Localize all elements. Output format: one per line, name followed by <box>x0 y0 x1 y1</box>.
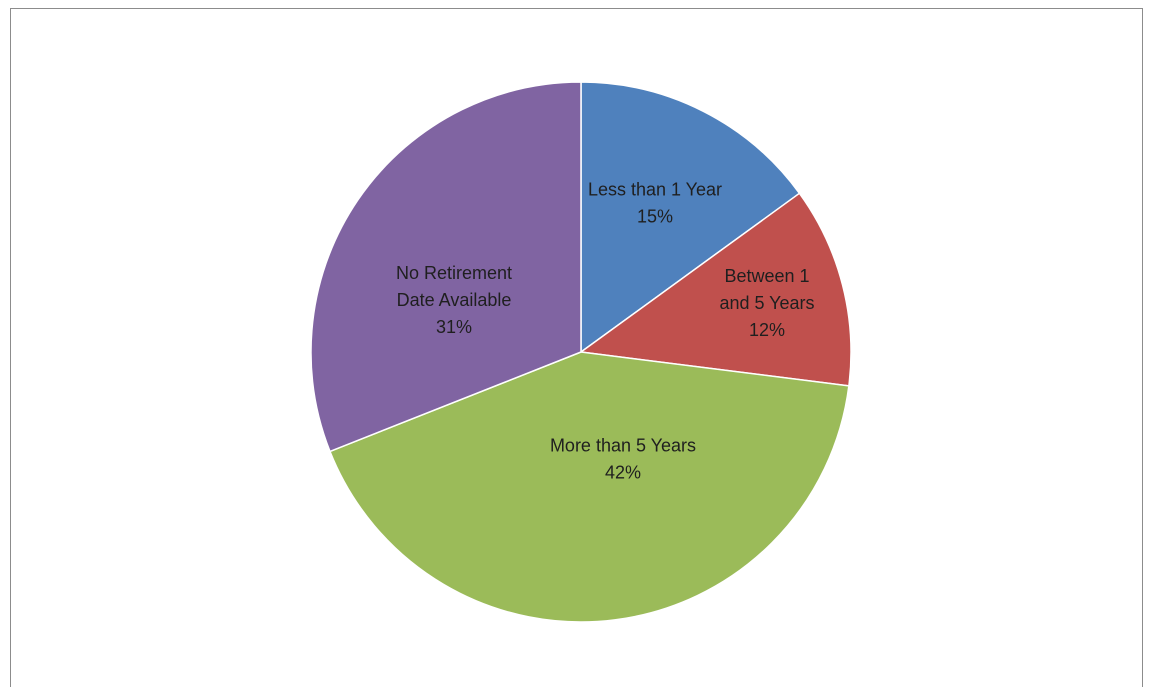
slice-label-less-than-1-year: Less than 1 Year 15% <box>588 180 722 227</box>
slice-label-between-1-and-5-years: Between 1 and 5 Years 12% <box>719 266 814 340</box>
pie-slice-between-1-and-5-years <box>580 192 852 387</box>
slice-label-more-than-5-years: More than 5 Years 42% <box>550 436 696 483</box>
slice-percent-label: 12% <box>749 320 785 340</box>
slice-name-label: No Retirement <box>396 263 512 283</box>
slice-percent-label: 42% <box>605 463 641 483</box>
slice-name-label: Between 1 <box>724 266 809 286</box>
slice-name-label: Date Available <box>397 290 512 310</box>
slice-label-no-retirement-date-available: No Retirement Date Available 31% <box>396 263 512 337</box>
slice-percent-label: 31% <box>436 317 472 337</box>
pie-slice-less-than-1-year <box>580 81 801 353</box>
slice-name-label: Less than 1 Year <box>588 180 722 200</box>
pie-slice-more-than-5-years <box>329 351 850 623</box>
slice-percent-label: 15% <box>637 207 673 227</box>
slice-name-label: and 5 Years <box>719 293 814 313</box>
slice-name-label: More than 5 Years <box>550 436 696 456</box>
pie-slice-no-retirement-date-available <box>310 81 582 453</box>
